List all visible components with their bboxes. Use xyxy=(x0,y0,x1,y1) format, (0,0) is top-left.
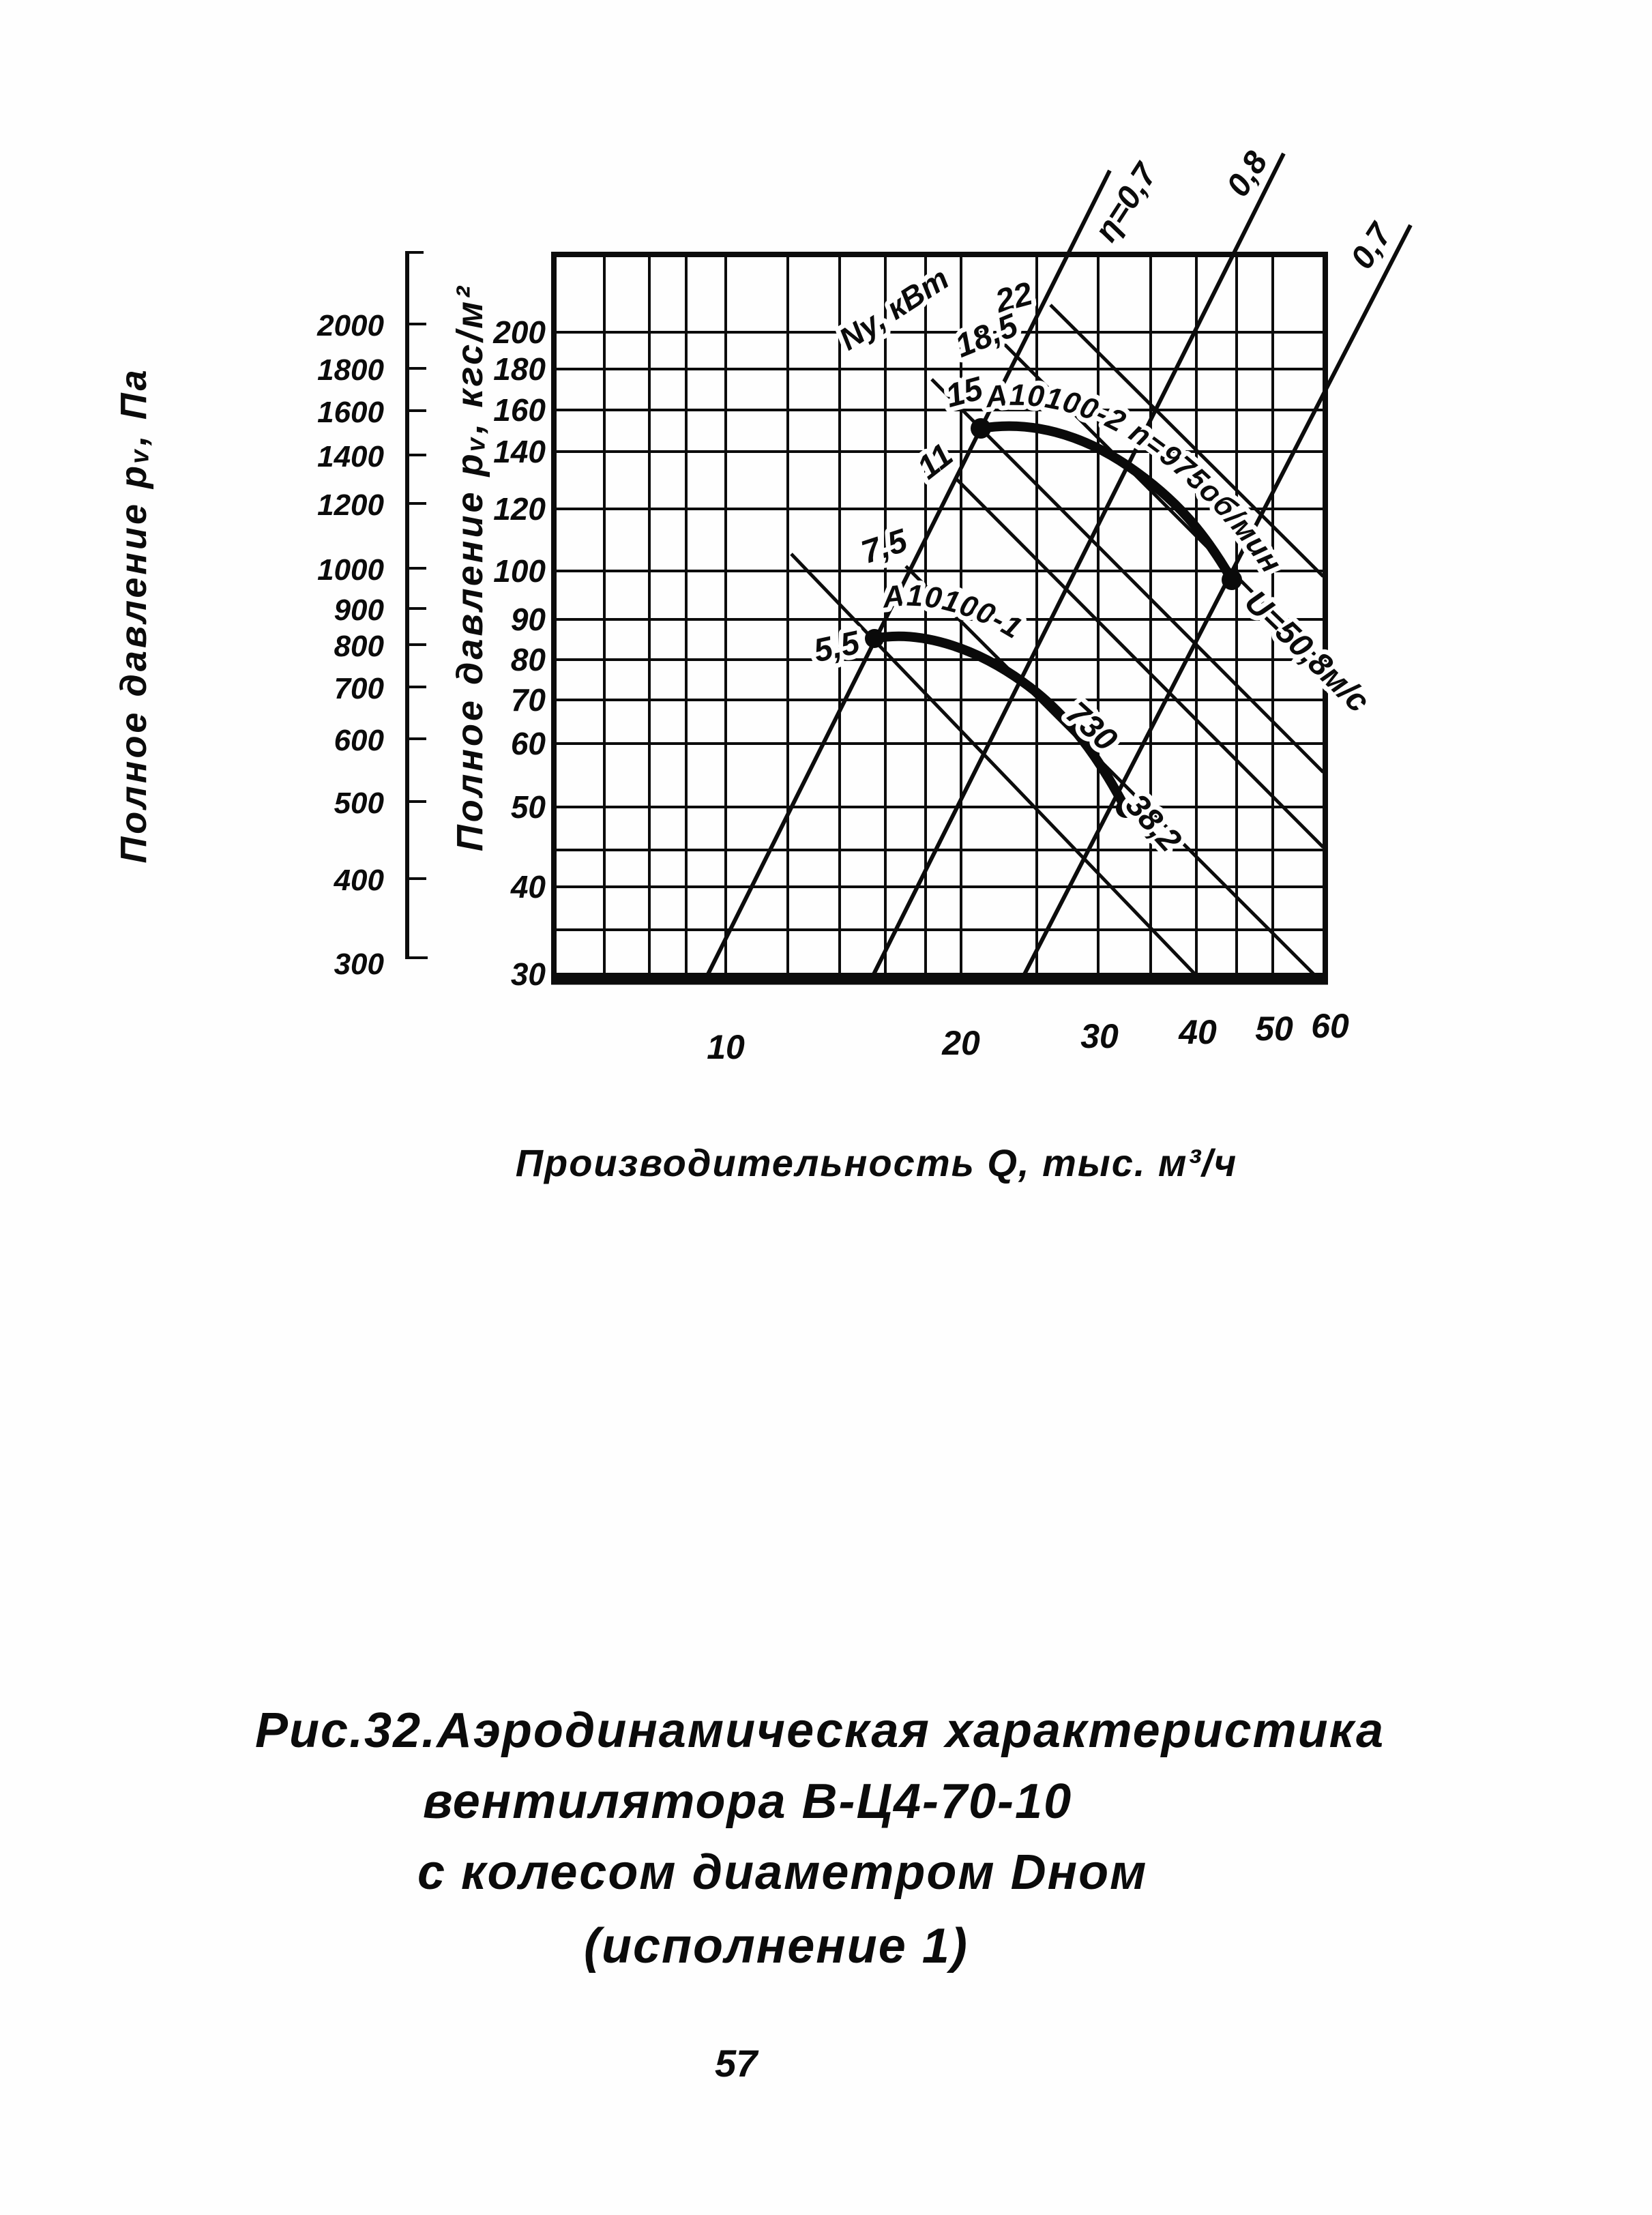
pa-tick: 1600 xyxy=(317,396,384,429)
kgf-tick: 100 xyxy=(493,553,546,589)
pa-tick: 300 xyxy=(334,948,385,981)
q-tick: 40 xyxy=(1178,1013,1217,1051)
pa-scale-ruler xyxy=(405,251,428,959)
pa-tick: 500 xyxy=(334,787,385,820)
q-tick: 60 xyxy=(1311,1007,1349,1045)
figure-caption-line-2: вентилятора В-Ц4-70-10 xyxy=(423,1774,1073,1829)
figure-caption-line-3: с колесом диаметром Dном xyxy=(417,1845,1148,1900)
pa-tick: 600 xyxy=(334,724,385,757)
power-axis-unit-label: Nу, кВт xyxy=(833,261,955,357)
q-tick: 20 xyxy=(941,1024,980,1062)
kgf-tick: 70 xyxy=(511,682,546,718)
pa-tick-labels: 2000 1800 1600 1400 1200 1000 900 800 70… xyxy=(312,304,389,986)
figure-caption-line-4: (исполнение 1) xyxy=(584,1919,969,1974)
power-line-label-11: 11 xyxy=(911,437,960,486)
q-tick: 10 xyxy=(707,1028,745,1066)
kgf-tick: 120 xyxy=(493,491,546,527)
kgf-tick: 160 xyxy=(493,392,546,428)
kgf-tick: 60 xyxy=(511,726,546,761)
curve-a10100-1 xyxy=(870,631,1130,813)
page-number: 57 xyxy=(715,2042,758,2085)
curve-rpm-label-730: 730 xyxy=(1059,695,1124,759)
kgf-tick: 30 xyxy=(511,956,546,992)
pa-tick: 1800 xyxy=(317,353,384,387)
pa-tick: 900 xyxy=(334,593,385,627)
power-line-label-15: 15 xyxy=(942,370,988,415)
x-axis-title: Производительность Q, тыс. м³/ч xyxy=(515,1141,1238,1184)
y-axis-title-kgf: Полное давление pᵥ, кгс/м² xyxy=(449,283,490,852)
pa-tick: 800 xyxy=(334,630,385,663)
kgf-tick-labels: 200 180 160 140 120 100 90 80 70 60 50 4… xyxy=(488,310,550,997)
kgf-tick: 40 xyxy=(510,869,546,905)
pa-tick: 400 xyxy=(334,864,385,897)
curve-endpoint-dot xyxy=(1222,570,1242,590)
kgf-tick: 50 xyxy=(511,789,546,825)
power-line-label-5-5: 5,5 xyxy=(811,624,864,669)
kgf-tick: 200 xyxy=(492,314,546,350)
pa-tick: 2000 xyxy=(316,309,384,342)
efficiency-label-0-8: 0,8 xyxy=(1220,145,1275,203)
efficiency-label-0-7-left: η=0,7 xyxy=(1088,156,1165,248)
pa-tick: 1000 xyxy=(317,553,384,587)
q-tick: 30 xyxy=(1080,1017,1119,1055)
q-tick-labels: 10 20 30 40 50 60 xyxy=(702,1002,1354,1071)
power-line-label-7-5: 7,5 xyxy=(857,523,913,571)
aerodynamic-characteristic-chart: 2000 1800 1600 1400 1200 1000 900 800 70… xyxy=(312,145,1413,1071)
power-lines xyxy=(790,304,1325,976)
pa-tick: 1400 xyxy=(317,440,384,473)
tip-speed-label-38-2: 38,2 xyxy=(1119,787,1188,859)
q-tick: 50 xyxy=(1255,1010,1293,1048)
kgf-tick: 90 xyxy=(511,602,546,637)
kgf-tick: 140 xyxy=(493,434,546,469)
figure-caption-line-1: Рис.32.Аэродинамическая характеристика xyxy=(255,1703,1385,1758)
kgf-tick: 80 xyxy=(511,642,546,677)
curve-a10100-2 xyxy=(976,421,1237,585)
curve-endpoint-dot xyxy=(865,629,884,648)
pa-tick: 700 xyxy=(334,672,385,705)
y-axis-title-pa: Полное давление pᵥ, Па xyxy=(113,367,154,864)
pa-tick: 1200 xyxy=(317,488,384,522)
efficiency-lines xyxy=(706,152,1413,976)
fan-curves xyxy=(865,418,1242,818)
kgf-tick: 180 xyxy=(493,351,546,387)
curve-endpoint-dot xyxy=(1116,799,1135,818)
grid-lines xyxy=(551,252,1328,985)
curve-endpoint-dot xyxy=(971,418,991,439)
